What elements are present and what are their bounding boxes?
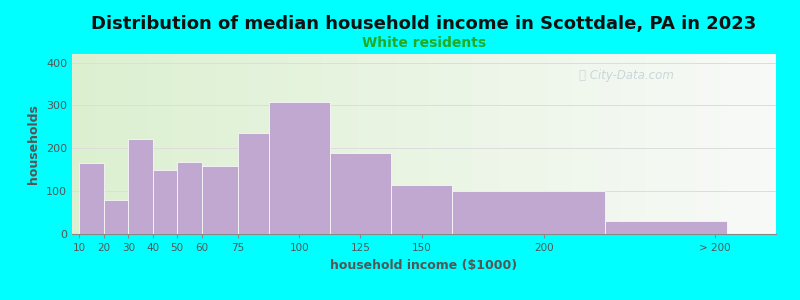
Bar: [104, 200, 128, 234]
Bar: [330, 153, 391, 234]
Bar: [79, 163, 104, 234]
Title: Distribution of median household income in Scottdale, PA in 2023: Distribution of median household income …: [91, 15, 757, 33]
Bar: [128, 139, 153, 234]
Bar: [452, 191, 605, 234]
Bar: [153, 170, 177, 234]
Bar: [391, 185, 452, 234]
Text: ⓘ City-Data.com: ⓘ City-Data.com: [579, 69, 674, 82]
Bar: [177, 162, 202, 234]
Bar: [269, 102, 330, 234]
Bar: [605, 221, 727, 234]
Y-axis label: households: households: [27, 104, 41, 184]
Text: White residents: White residents: [362, 36, 486, 50]
X-axis label: household income ($1000): household income ($1000): [330, 259, 518, 272]
Bar: [238, 133, 269, 234]
Bar: [202, 166, 238, 234]
